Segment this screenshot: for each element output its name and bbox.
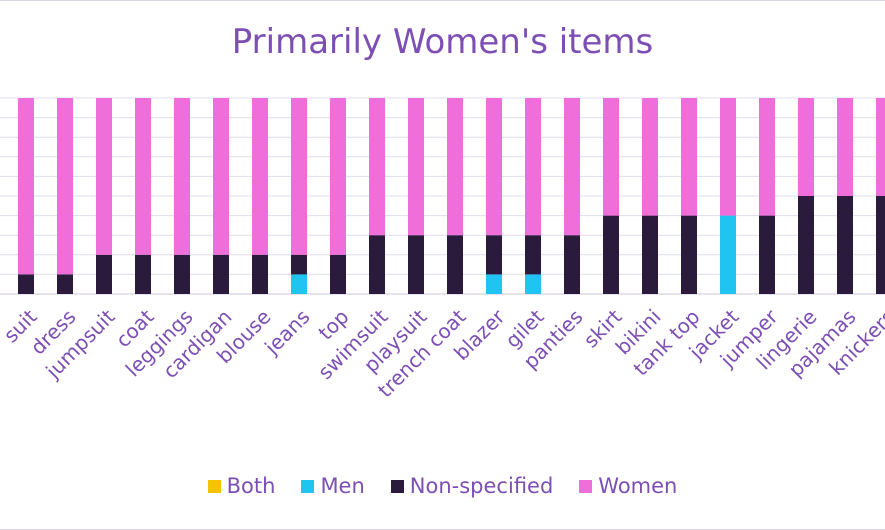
bar-segment-women-jumpsuit [96,98,112,255]
bar-segment-women-cardigan [213,98,229,255]
bar-segment-men-jeans [291,274,307,294]
bar-segment-women-lingerie [798,98,814,196]
chart-title: Primarily Women's items [231,22,654,62]
legend-label: Women [598,474,678,498]
bar-segment-non-specified-jumper [759,215,775,294]
bar-segment-women-panties [564,98,580,236]
bar-segment-women-trench-coat [447,98,463,236]
bar-segment-men-jacket [720,215,736,294]
bar-segment-women-tank-top [681,98,697,216]
bar-segment-women-jacket [720,98,736,216]
bar-segment-non-specified-cardigan [213,254,229,294]
legend-swatch [390,479,404,493]
legend-label: Non-specified [409,474,554,498]
legend-item: Non-specified [390,474,554,498]
bar-segment-women-knickers [876,98,885,196]
bar-segment-non-specified-tank-top [681,215,697,294]
legend-swatch [579,479,593,493]
bar-segment-women-jumper [759,98,775,216]
bar-segment-non-specified-leggings [174,254,190,294]
bar-segment-non-specified-trench-coat [447,235,463,294]
bar-segment-non-specified-jeans [291,254,307,275]
bar-segment-non-specified-jumpsuit [96,254,112,294]
bar-segment-non-specified-bikini [642,215,658,294]
bar-segment-non-specified-panties [564,235,580,294]
grid-lines [0,97,885,295]
bar-segment-women-bikini [642,98,658,216]
legend-item: Both [207,474,276,498]
bar-segment-women-top [330,98,346,255]
bar-segment-women-dress [57,98,73,275]
bar-segment-women-leggings [174,98,190,255]
bar-segment-non-specified-suit [18,274,34,294]
bar-segment-women-playsuit [408,98,424,236]
bar-segment-non-specified-coat [135,254,151,294]
bar-segment-non-specified-skirt [603,215,619,294]
bar-segment-women-coat [135,98,151,255]
legend-label: Both [226,474,276,498]
legend-swatch [207,479,221,493]
bar-segment-non-specified-swimsuit [369,235,385,294]
bar-segment-non-specified-blouse [252,254,268,294]
x-tick-labels: suitdressjumpsuitcoatleggingscardiganblo… [0,304,885,402]
bar-segment-women-blouse [252,98,268,255]
legend-item: Men [301,474,365,498]
bar-segment-non-specified-knickers [876,196,885,294]
legend-label: Men [320,474,365,498]
legend-item: Women [579,474,677,498]
bar-segment-non-specified-lingerie [798,196,814,294]
bar-segment-non-specified-blazer [486,235,502,275]
bar-segment-men-blazer [486,274,502,294]
bar-segment-women-jeans [291,98,307,255]
bars [18,98,885,294]
legend-swatch [301,479,315,493]
bar-segment-women-pajamas [837,98,853,196]
bar-segment-women-skirt [603,98,619,216]
bar-segment-non-specified-dress [57,274,73,294]
bar-segment-non-specified-playsuit [408,235,424,294]
bar-segment-women-blazer [486,98,502,236]
bar-segment-women-suit [18,98,34,275]
bar-segment-non-specified-top [330,254,346,294]
x-tick-label: jeans [259,305,314,360]
bar-segment-men-gilet [525,274,541,294]
bar-segment-women-gilet [525,98,541,236]
bar-segment-women-swimsuit [369,98,385,236]
legend: Both Men Non-specified Women [0,474,885,498]
bar-segment-non-specified-pajamas [837,196,853,294]
bar-segment-non-specified-gilet [525,235,541,275]
